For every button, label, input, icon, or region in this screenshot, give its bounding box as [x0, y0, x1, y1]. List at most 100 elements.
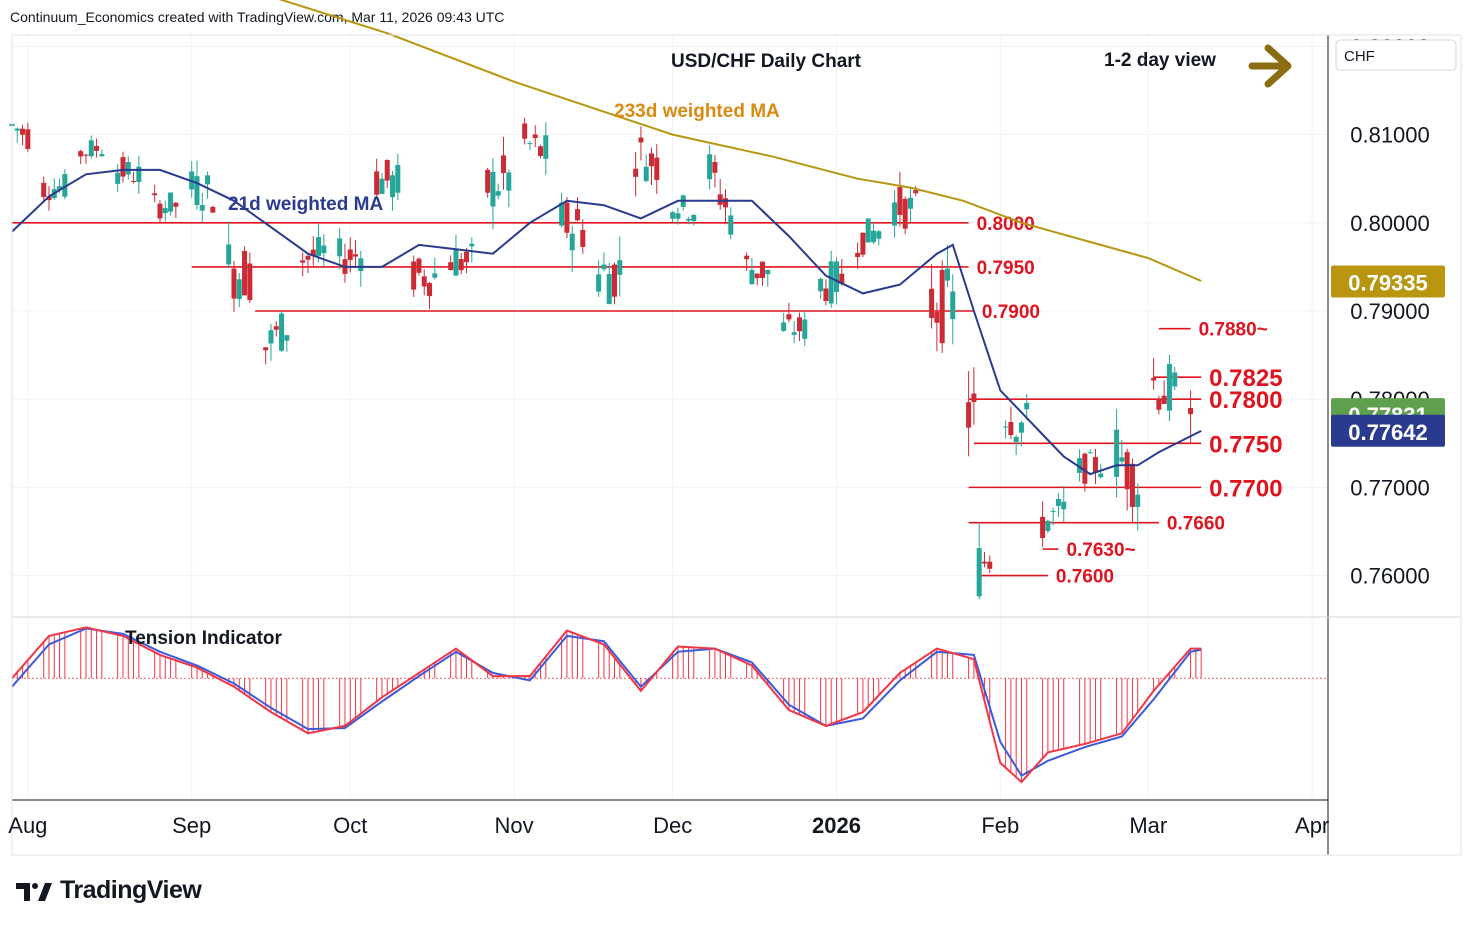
- candle-body: [638, 137, 644, 143]
- tradingview-brand: TradingView: [60, 876, 202, 904]
- candle-body: [247, 263, 253, 301]
- candle-body: [939, 269, 945, 344]
- candle-body: [966, 402, 972, 428]
- candle-body: [1018, 422, 1024, 433]
- candle-body: [453, 249, 459, 276]
- candle-body: [976, 548, 982, 597]
- candle-body: [1129, 463, 1135, 507]
- candle-body: [384, 159, 390, 181]
- candle-body: [1166, 364, 1172, 411]
- candle-body: [532, 134, 538, 138]
- candle-body: [152, 193, 158, 196]
- candle-body: [902, 198, 908, 229]
- candle-body: [828, 261, 834, 304]
- candle-body: [88, 140, 94, 157]
- tradingview-logo[interactable]: TradingView: [16, 876, 202, 905]
- level-label: 0.7750: [1209, 431, 1282, 458]
- candle-body: [712, 161, 718, 173]
- chart-credit: Continuum_Economics created with Trading…: [10, 9, 505, 25]
- candle-body: [1092, 457, 1098, 473]
- candle-body: [62, 174, 68, 197]
- candle-body: [20, 128, 26, 135]
- candle-body: [1061, 501, 1067, 510]
- x-tick-label: Oct: [333, 813, 367, 838]
- candle-body: [1156, 398, 1162, 410]
- candle-body: [411, 261, 417, 290]
- candle-body: [448, 262, 454, 271]
- candle-body: [728, 215, 734, 235]
- candle-body: [131, 180, 137, 182]
- candle-body: [855, 252, 861, 258]
- candle-body: [722, 198, 728, 208]
- candle-body: [501, 155, 507, 174]
- candle-body: [279, 313, 285, 351]
- candle-body: [796, 317, 802, 332]
- candle-body: [754, 273, 760, 279]
- chart-frame: [11, 34, 1462, 856]
- candle-body: [654, 157, 660, 180]
- candle-body: [707, 154, 713, 180]
- candle-body: [305, 255, 311, 260]
- candle-body: [580, 229, 586, 247]
- candle-body: [347, 249, 353, 260]
- candle-body: [490, 171, 496, 207]
- candle-body: [1008, 421, 1014, 436]
- candle-body: [876, 231, 882, 239]
- y-tick-label: 0.79000: [1350, 299, 1430, 324]
- x-tick-label: Dec: [653, 813, 692, 838]
- candle-body: [157, 203, 163, 219]
- level-label: 0.7630~: [1066, 540, 1135, 561]
- candle-body: [759, 261, 765, 278]
- candle-body: [633, 168, 639, 177]
- candle-body: [1077, 458, 1083, 473]
- candle-body: [300, 260, 306, 263]
- candle-body: [1003, 426, 1009, 428]
- tradingview-logo-icon: [16, 882, 52, 901]
- candle-body: [1119, 457, 1125, 462]
- candle-body: [781, 322, 787, 331]
- candle-body: [538, 146, 544, 157]
- candle-body: [612, 264, 618, 297]
- candle-body: [1087, 452, 1093, 454]
- candle-body: [273, 326, 279, 330]
- candle-body: [929, 288, 935, 318]
- candle-body: [649, 153, 655, 167]
- level-label: 0.7825: [1209, 365, 1282, 392]
- candle-body: [242, 250, 248, 296]
- level-label: 0.7700: [1209, 475, 1282, 502]
- currency-box: [1335, 39, 1457, 71]
- candle-body: [685, 218, 691, 221]
- candle-body: [601, 264, 607, 270]
- candle-body: [464, 251, 470, 263]
- candle-body: [506, 172, 512, 191]
- candle-body: [617, 260, 623, 275]
- candle-body: [944, 268, 950, 281]
- candle-body: [717, 194, 723, 205]
- candle-body: [162, 208, 168, 214]
- candle-body: [897, 187, 903, 215]
- candle-body: [522, 123, 528, 139]
- candle-body: [1055, 499, 1061, 506]
- candle-body: [1161, 395, 1167, 404]
- candle-body: [1098, 473, 1104, 478]
- ma233-line: [278, 0, 1202, 282]
- price-badge-label: 0.79335: [1348, 270, 1428, 295]
- x-tick-label: Mar: [1129, 813, 1167, 838]
- grid: [12, 35, 1328, 800]
- candle-body: [205, 175, 211, 185]
- candle-body: [575, 209, 581, 221]
- candle-body: [416, 258, 422, 273]
- candle-body: [495, 191, 501, 196]
- candle-body: [1135, 494, 1141, 507]
- y-tick-label: 0.80000: [1350, 211, 1430, 236]
- chart-title: USD/CHF Daily Chart: [671, 51, 862, 72]
- candle-body: [57, 186, 63, 190]
- candle-body: [421, 276, 427, 287]
- candle-body: [818, 278, 824, 292]
- candle-body: [596, 274, 602, 292]
- y-tick-label: 0.76000: [1350, 564, 1430, 589]
- candle-body: [981, 561, 987, 564]
- candle-body: [173, 202, 179, 207]
- candle-body: [865, 218, 871, 243]
